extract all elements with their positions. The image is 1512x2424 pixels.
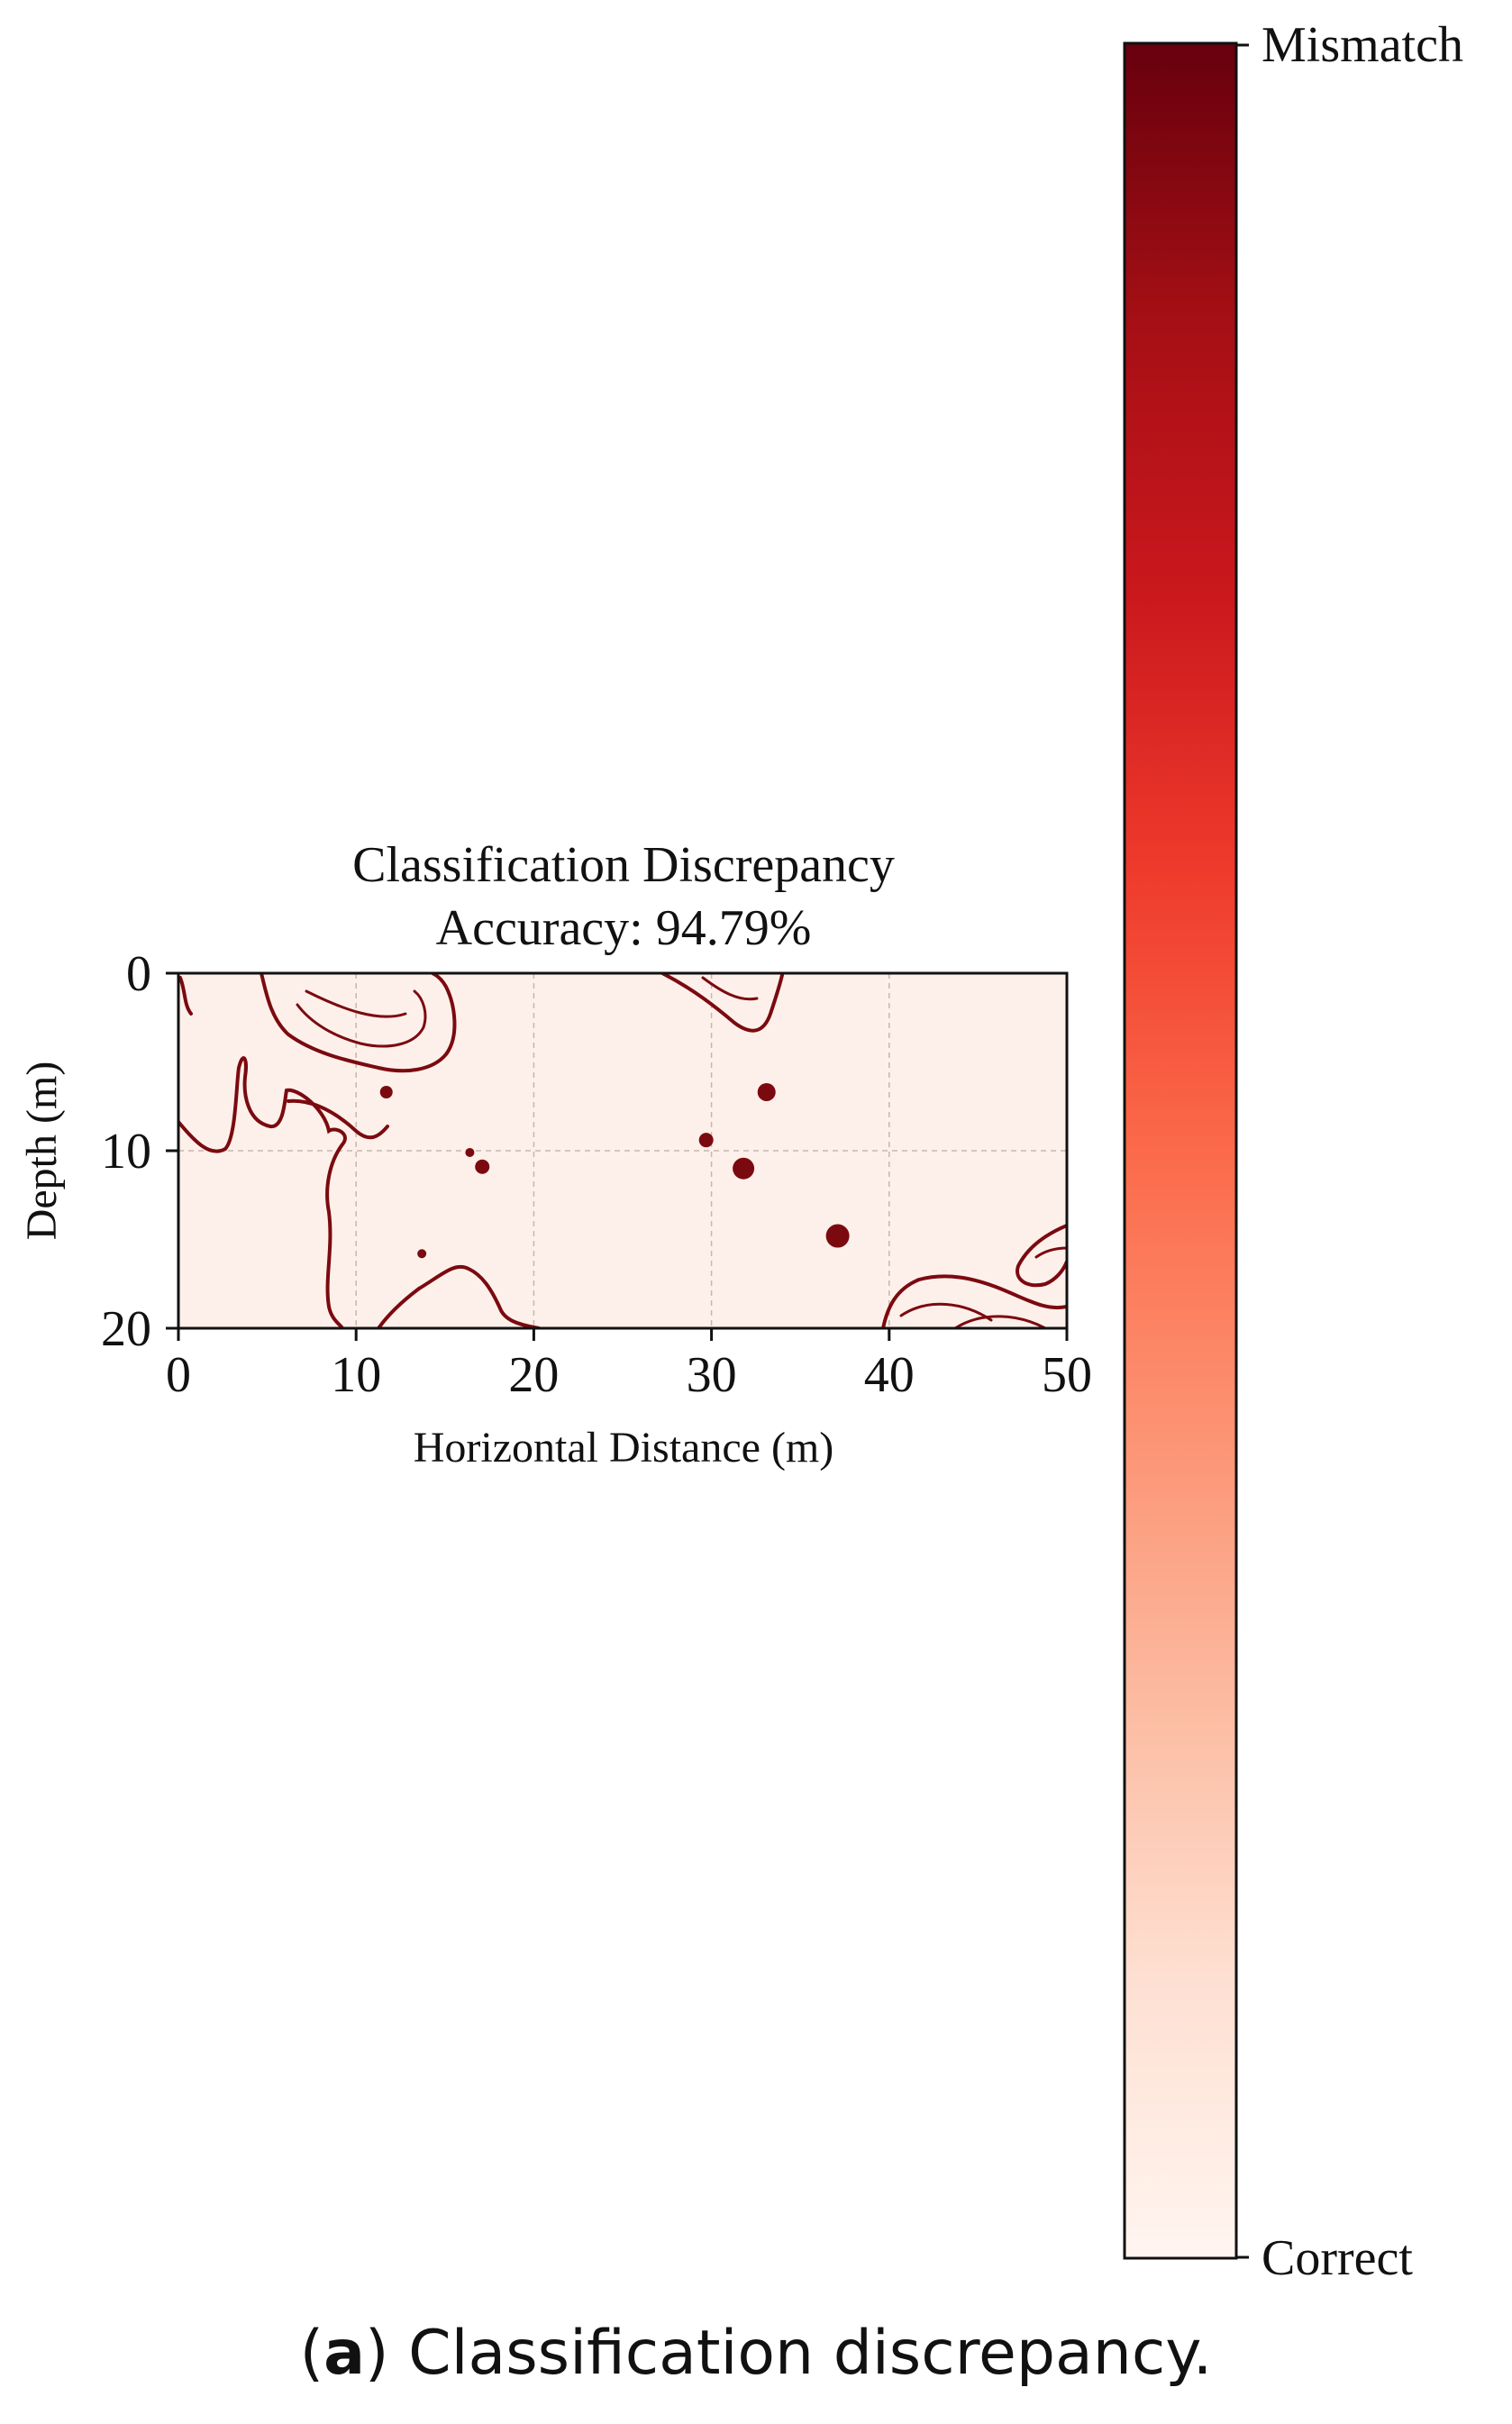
colorbar: Mismatch Correct [1123,17,1463,2286]
figure-caption: (a) Classification discrepancy. [299,2318,1213,2389]
x-tick-label: 50 [1042,1347,1092,1403]
mismatch-spot [825,1224,850,1248]
y-axis-label: Depth (m) [18,1062,66,1241]
mismatch-boundary-bottom [377,1264,541,1328]
mismatch-loop-top-right-inner [701,976,759,1001]
mismatch-spot [465,1147,475,1157]
colorbar-gradient [1123,41,1238,2260]
x-axis-label: Horizontal Distance (m) [414,1424,834,1472]
x-tick-label: 30 [687,1347,737,1403]
y-tick-label: 10 [101,1124,151,1180]
y-tick-label: 20 [101,1301,151,1357]
mismatch-spot [698,1133,714,1148]
mismatch-spot [733,1157,755,1180]
mismatch-boundary-left [178,1056,347,1328]
y-tick-label: 0 [126,946,151,1002]
mismatch-loop-top-right [660,973,784,1033]
x-tick-label: 20 [508,1347,559,1403]
caption-text: ) Classification discrepancy. [365,2318,1213,2389]
mismatch-cluster-right-edge-b [1034,1246,1067,1259]
plot-background [178,973,1067,1328]
caption-label: a [323,2318,366,2389]
mismatch-spot [757,1082,776,1101]
mismatch-boundary-left-b [287,1098,389,1140]
mismatch-spot [475,1159,490,1174]
mismatch-regions [178,973,1067,1328]
x-axis: 0 10 20 30 40 50 [166,1328,1092,1403]
colorbar-top-label: Mismatch [1262,17,1463,73]
mismatch-boundary-left-edge [178,976,193,1016]
mismatch-cluster-right-edge [1016,1224,1067,1288]
chart-title: Classification Discrepancy [352,837,895,893]
mismatch-spot [379,1085,393,1098]
mismatch-spot [417,1249,427,1259]
mismatch-spots [379,1082,850,1259]
mismatch-cluster-bottom-right-b [899,1302,1047,1328]
mismatch-loop-top-left-inner [296,989,427,1048]
x-tick-label: 0 [166,1347,191,1403]
mismatch-loop-top-left [260,973,457,1073]
x-tick-label: 10 [331,1347,381,1403]
colorbar-bottom-label: Correct [1262,2230,1413,2286]
chart-subtitle: Accuracy: 94.79% [436,900,812,956]
y-axis: 0 10 20 [101,946,178,1357]
mismatch-cluster-bottom-right [881,1274,1067,1328]
heatmap-plot [177,971,1069,1330]
x-tick-label: 40 [864,1347,915,1403]
